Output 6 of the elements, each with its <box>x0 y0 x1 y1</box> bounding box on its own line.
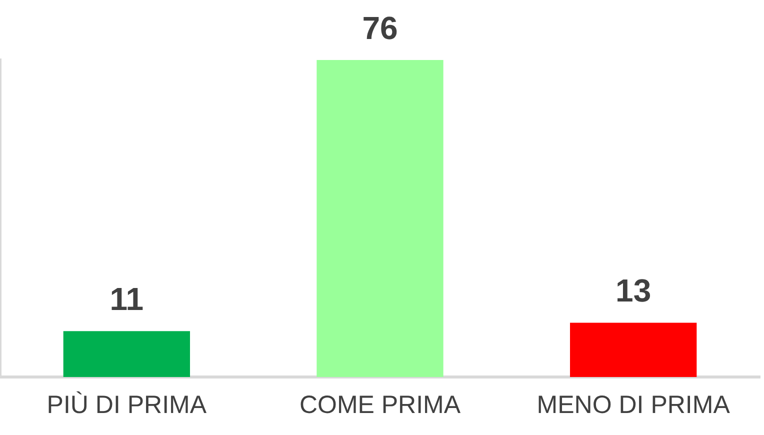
data-label: 76 <box>362 10 398 46</box>
x-tick-label: PIÙ DI PRIMA <box>46 390 207 419</box>
x-tick-label: MENO DI PRIMA <box>536 390 730 419</box>
data-label: 13 <box>616 272 652 309</box>
data-label: 11 <box>110 280 144 317</box>
x-tick-label: COME PRIMA <box>299 390 461 419</box>
